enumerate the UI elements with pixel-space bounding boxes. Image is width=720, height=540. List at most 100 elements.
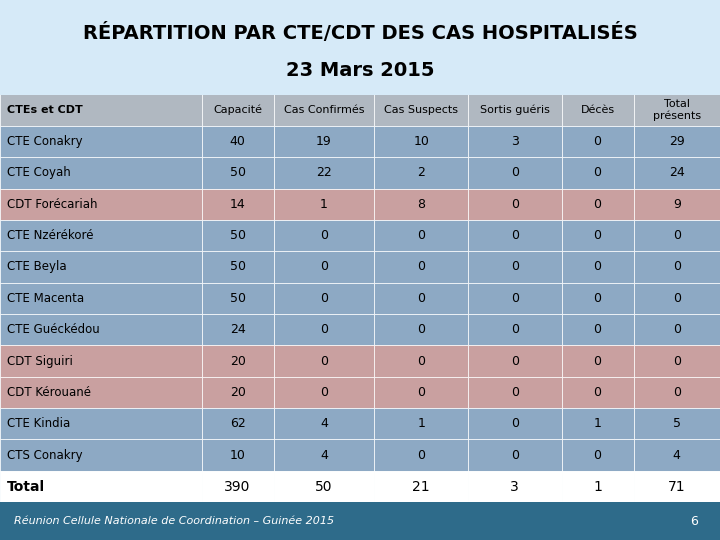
Text: 0: 0 (593, 386, 602, 399)
Bar (374, 188, 468, 220)
Text: 50: 50 (315, 480, 333, 494)
Text: 9: 9 (673, 198, 680, 211)
Text: 50: 50 (230, 229, 246, 242)
Bar (634, 408, 720, 440)
Bar (562, 126, 634, 157)
Text: Réunion Cellule Nationale de Coordination – Guinée 2015: Réunion Cellule Nationale de Coordinatio… (14, 516, 335, 526)
Text: CTE Coyah: CTE Coyah (7, 166, 71, 179)
Text: 2: 2 (418, 166, 425, 179)
Bar (274, 377, 374, 408)
Bar (374, 346, 468, 377)
Bar (202, 377, 274, 408)
Bar (374, 471, 468, 502)
Text: 1: 1 (418, 417, 425, 430)
Text: 50: 50 (230, 166, 246, 179)
Bar (274, 94, 374, 126)
Bar (468, 314, 562, 346)
Bar (634, 94, 720, 126)
Text: 20: 20 (230, 386, 246, 399)
Bar (202, 126, 274, 157)
Bar (274, 282, 374, 314)
Bar (562, 220, 634, 251)
Text: 8: 8 (417, 198, 426, 211)
Text: 0: 0 (510, 198, 519, 211)
Text: 5: 5 (672, 417, 681, 430)
Bar (202, 282, 274, 314)
Text: 10: 10 (413, 135, 429, 148)
Text: 0: 0 (672, 292, 681, 305)
Bar (202, 220, 274, 251)
Text: 10: 10 (230, 449, 246, 462)
Text: Cas Confirmés: Cas Confirmés (284, 105, 364, 115)
Bar (202, 440, 274, 471)
Text: 0: 0 (593, 292, 602, 305)
Text: CTS Conakry: CTS Conakry (7, 449, 83, 462)
Text: 0: 0 (510, 386, 519, 399)
Bar (634, 377, 720, 408)
Text: 20: 20 (230, 355, 246, 368)
Text: 0: 0 (593, 229, 602, 242)
Bar (634, 471, 720, 502)
Text: 0: 0 (672, 355, 681, 368)
Text: 0: 0 (320, 292, 328, 305)
Bar (562, 188, 634, 220)
Text: CDT Forécariah: CDT Forécariah (7, 198, 98, 211)
Bar (562, 157, 634, 188)
Text: 0: 0 (510, 355, 519, 368)
Bar (562, 440, 634, 471)
Text: 0: 0 (417, 260, 426, 273)
Text: 21: 21 (413, 480, 430, 494)
Bar (468, 251, 562, 282)
Bar (202, 188, 274, 220)
Text: 0: 0 (417, 229, 426, 242)
Bar (202, 157, 274, 188)
Bar (562, 377, 634, 408)
Text: 0: 0 (672, 229, 681, 242)
Bar (0, 126, 202, 157)
Bar (0, 471, 202, 502)
Text: 0: 0 (417, 449, 426, 462)
Text: CTE Beyla: CTE Beyla (7, 260, 67, 273)
Text: 0: 0 (417, 355, 426, 368)
Text: 0: 0 (417, 386, 426, 399)
Text: 0: 0 (510, 260, 519, 273)
Bar (202, 346, 274, 377)
Bar (468, 282, 562, 314)
Text: CDT Siguiri: CDT Siguiri (7, 355, 73, 368)
Bar (468, 188, 562, 220)
Bar (0, 94, 202, 126)
Text: 0: 0 (593, 355, 602, 368)
Text: 29: 29 (669, 135, 685, 148)
Bar (468, 94, 562, 126)
Bar (634, 188, 720, 220)
Text: 4: 4 (320, 417, 328, 430)
Bar (634, 126, 720, 157)
Bar (374, 408, 468, 440)
Bar (274, 314, 374, 346)
Bar (274, 157, 374, 188)
Text: 0: 0 (320, 323, 328, 336)
Bar (274, 220, 374, 251)
Bar (202, 471, 274, 502)
Text: 0: 0 (593, 198, 602, 211)
Bar (374, 377, 468, 408)
Text: Cas Suspects: Cas Suspects (384, 105, 458, 115)
Text: 0: 0 (510, 292, 519, 305)
Bar (374, 282, 468, 314)
Text: CTE Guéckédou: CTE Guéckédou (7, 323, 100, 336)
Bar (0, 440, 202, 471)
Bar (0, 408, 202, 440)
Bar (374, 251, 468, 282)
Text: 1: 1 (594, 417, 601, 430)
Bar (562, 471, 634, 502)
Text: CTE Conakry: CTE Conakry (7, 135, 83, 148)
Bar (202, 314, 274, 346)
Bar (374, 126, 468, 157)
Bar (562, 94, 634, 126)
Bar (274, 440, 374, 471)
Text: 71: 71 (668, 480, 685, 494)
Bar (0, 282, 202, 314)
Text: 0: 0 (510, 323, 519, 336)
Bar (202, 251, 274, 282)
Text: 24: 24 (669, 166, 685, 179)
